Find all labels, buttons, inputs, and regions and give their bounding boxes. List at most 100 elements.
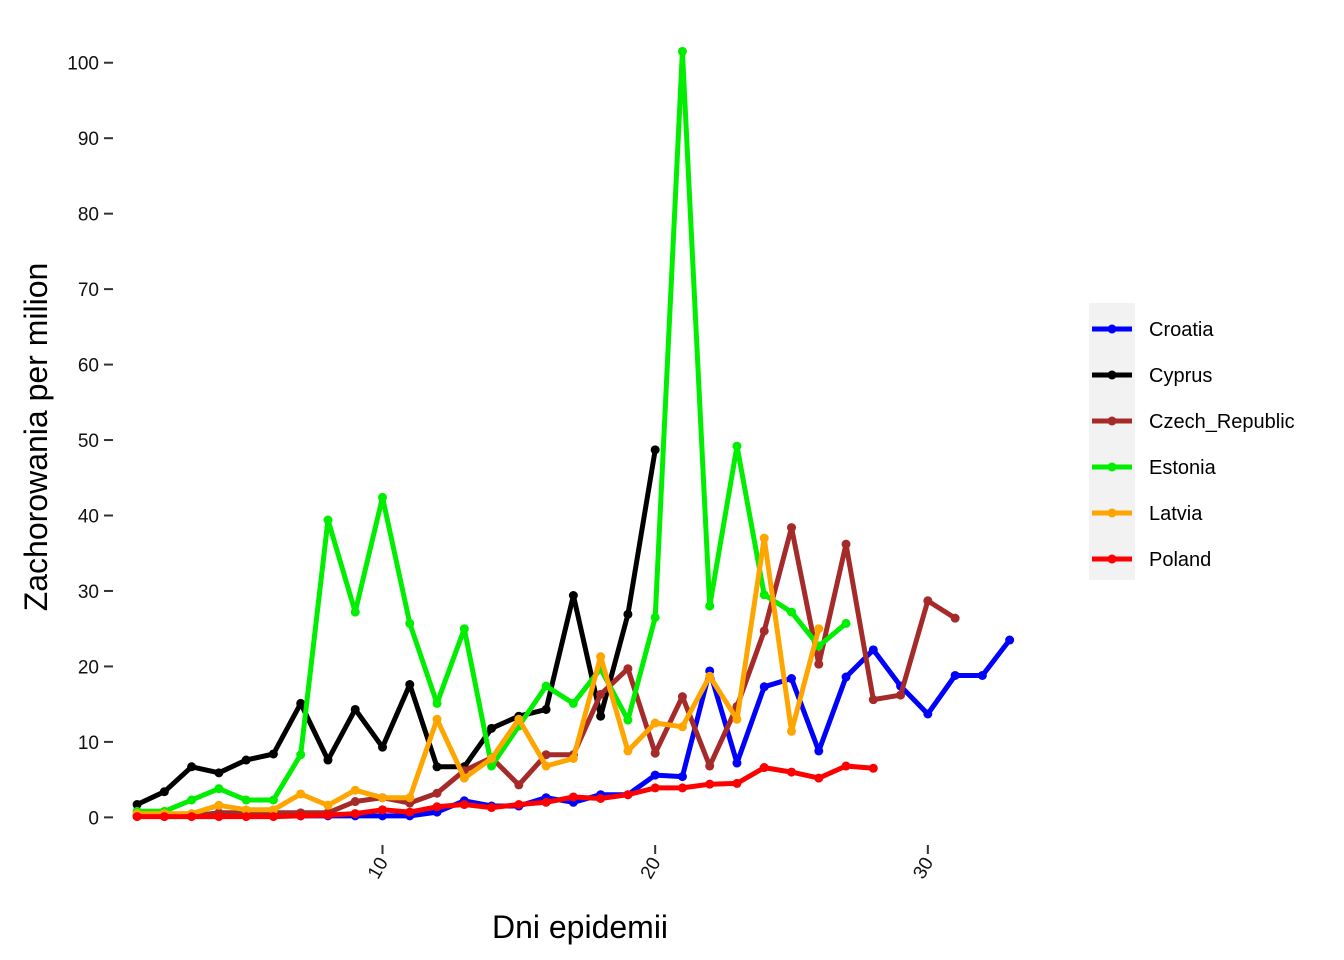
data-point: [814, 624, 824, 634]
data-point: [459, 773, 469, 783]
data-point: [1005, 635, 1015, 645]
legend-key-point: [1107, 508, 1117, 518]
y-tick-label: 80: [78, 205, 99, 226]
data-point: [841, 539, 851, 549]
data-point: [432, 714, 442, 724]
data-point: [814, 773, 824, 783]
data-point: [650, 783, 660, 793]
series-layer: [132, 46, 1015, 822]
series-poland: [132, 761, 878, 822]
data-point: [541, 750, 551, 760]
data-point: [350, 607, 360, 617]
legend-label: Cyprus: [1149, 365, 1212, 387]
y-tick-label: 0: [88, 808, 99, 829]
data-point: [268, 795, 278, 805]
data-point: [405, 807, 415, 817]
legend-item: Czech_Republic: [1092, 411, 1295, 433]
data-point: [814, 746, 824, 756]
data-point: [132, 800, 142, 810]
data-point: [568, 792, 578, 802]
series-line: [134, 637, 1013, 819]
data-point: [623, 746, 633, 756]
series-line: [134, 763, 876, 820]
data-point: [868, 763, 878, 773]
data-point: [432, 762, 442, 772]
data-point: [841, 618, 851, 628]
data-point: [268, 805, 278, 815]
data-point: [923, 596, 933, 606]
data-point: [814, 659, 824, 669]
data-point: [650, 612, 660, 622]
data-point: [623, 664, 633, 674]
data-point: [296, 750, 306, 760]
data-point: [487, 761, 497, 771]
data-point: [923, 709, 933, 719]
x-tick-label: 30: [909, 854, 938, 883]
y-tick-label: 40: [78, 507, 99, 528]
data-point: [187, 795, 197, 805]
data-point: [432, 802, 442, 812]
data-point: [787, 726, 797, 736]
data-point: [541, 761, 551, 771]
data-point: [214, 784, 224, 794]
data-point: [732, 714, 742, 724]
data-point: [514, 800, 524, 810]
legend-key-point: [1107, 370, 1117, 380]
data-point: [159, 812, 169, 822]
legend-key-point: [1107, 324, 1117, 334]
x-tick-label: 10: [364, 854, 393, 883]
legend-item: Poland: [1092, 549, 1211, 571]
data-point: [650, 770, 660, 780]
data-point: [377, 742, 387, 752]
data-point: [759, 626, 769, 636]
data-point: [732, 441, 742, 451]
data-point: [568, 698, 578, 708]
data-point: [677, 692, 687, 702]
y-tick-label: 10: [78, 733, 99, 754]
data-point: [405, 793, 415, 803]
data-point: [296, 698, 306, 708]
data-point: [787, 767, 797, 777]
data-point: [596, 793, 606, 803]
data-point: [677, 772, 687, 782]
data-point: [487, 754, 497, 763]
data-point: [568, 591, 578, 600]
data-point: [377, 805, 387, 815]
data-point: [759, 682, 769, 692]
y-tick-label: 100: [67, 54, 99, 75]
data-point: [841, 672, 851, 682]
data-point: [487, 803, 497, 813]
data-point: [350, 704, 360, 714]
data-point: [241, 795, 251, 805]
x-axis-title: Dni epidemii: [492, 909, 668, 945]
series-line: [134, 447, 658, 807]
data-point: [677, 722, 687, 732]
data-point: [677, 783, 687, 793]
data-point: [350, 809, 360, 819]
legend-item: Estonia: [1092, 457, 1217, 479]
data-point: [268, 812, 278, 822]
data-point: [650, 718, 660, 728]
y-tick-label: 60: [78, 356, 99, 377]
data-point: [787, 674, 797, 684]
data-point: [541, 797, 551, 807]
data-point: [623, 715, 633, 725]
legend-item: Latvia: [1092, 503, 1203, 525]
data-point: [759, 533, 769, 543]
legend-label: Czech_Republic: [1149, 411, 1295, 433]
data-point: [705, 761, 715, 771]
data-point: [514, 714, 524, 724]
data-point: [596, 689, 606, 699]
data-point: [568, 754, 578, 763]
data-point: [296, 789, 306, 799]
data-point: [323, 515, 333, 525]
y-tick-label: 20: [78, 657, 99, 678]
data-point: [868, 695, 878, 705]
legend-key-point: [1107, 462, 1117, 472]
data-point: [541, 704, 551, 714]
legend: Croatia Cyprus Czech_Republic Estonia Latvia…: [1089, 303, 1295, 580]
data-point: [705, 601, 715, 611]
y-axis: 0 10 20 30 40 50 60 70 80 90 100: [67, 54, 113, 829]
data-point: [677, 46, 687, 56]
